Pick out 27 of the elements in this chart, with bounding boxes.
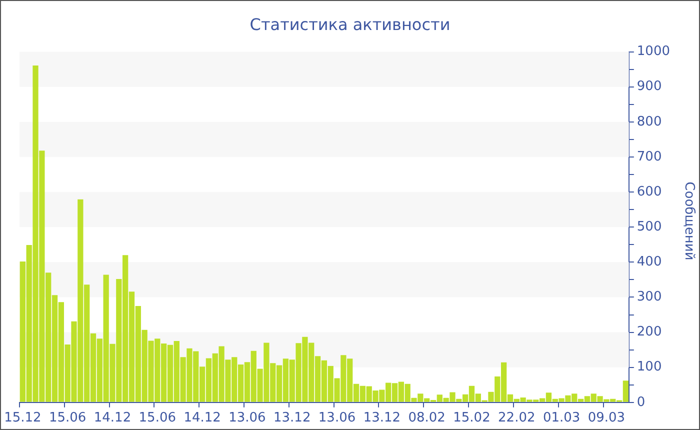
y-tick-label: 500: [636, 219, 662, 234]
y-tick-label: 0: [636, 394, 646, 410]
chart-title: Статистика активности: [248, 15, 452, 34]
x-tick-label: 22.02: [498, 410, 536, 426]
y-tick-label: 700: [636, 149, 662, 164]
x-tick-label: 14.12: [94, 410, 132, 426]
y-tick-label: 800: [636, 114, 662, 130]
x-tick-label: 15.12: [4, 410, 42, 426]
x-tick-label: 13.06: [318, 410, 356, 426]
y-tick-label: 100: [636, 360, 662, 375]
x-tick-label: 14.12: [184, 410, 221, 426]
x-tick-label: 01.03: [542, 410, 580, 426]
x-tick-label: 15.02: [453, 410, 490, 426]
y-tick-label: 600: [636, 184, 662, 200]
y-tick-label: 900: [636, 79, 662, 94]
x-tick-label: 15.06: [48, 410, 86, 426]
x-tick-label: 13.12: [274, 410, 311, 426]
x-tick-label: 13.12: [363, 410, 401, 426]
y-tick-label: 300: [636, 290, 662, 305]
y-tick-label: 400: [636, 254, 662, 270]
y-tick-label: 200: [636, 324, 662, 340]
y-tick-label: 1000: [636, 44, 670, 60]
x-tick-label: 15.06: [138, 410, 176, 426]
x-tick-label: 08.02: [408, 410, 446, 426]
y-axis-title: Сообщений: [682, 182, 696, 260]
x-tick-label: 09.03: [588, 410, 626, 426]
x-tick-label: 13.06: [228, 410, 266, 426]
